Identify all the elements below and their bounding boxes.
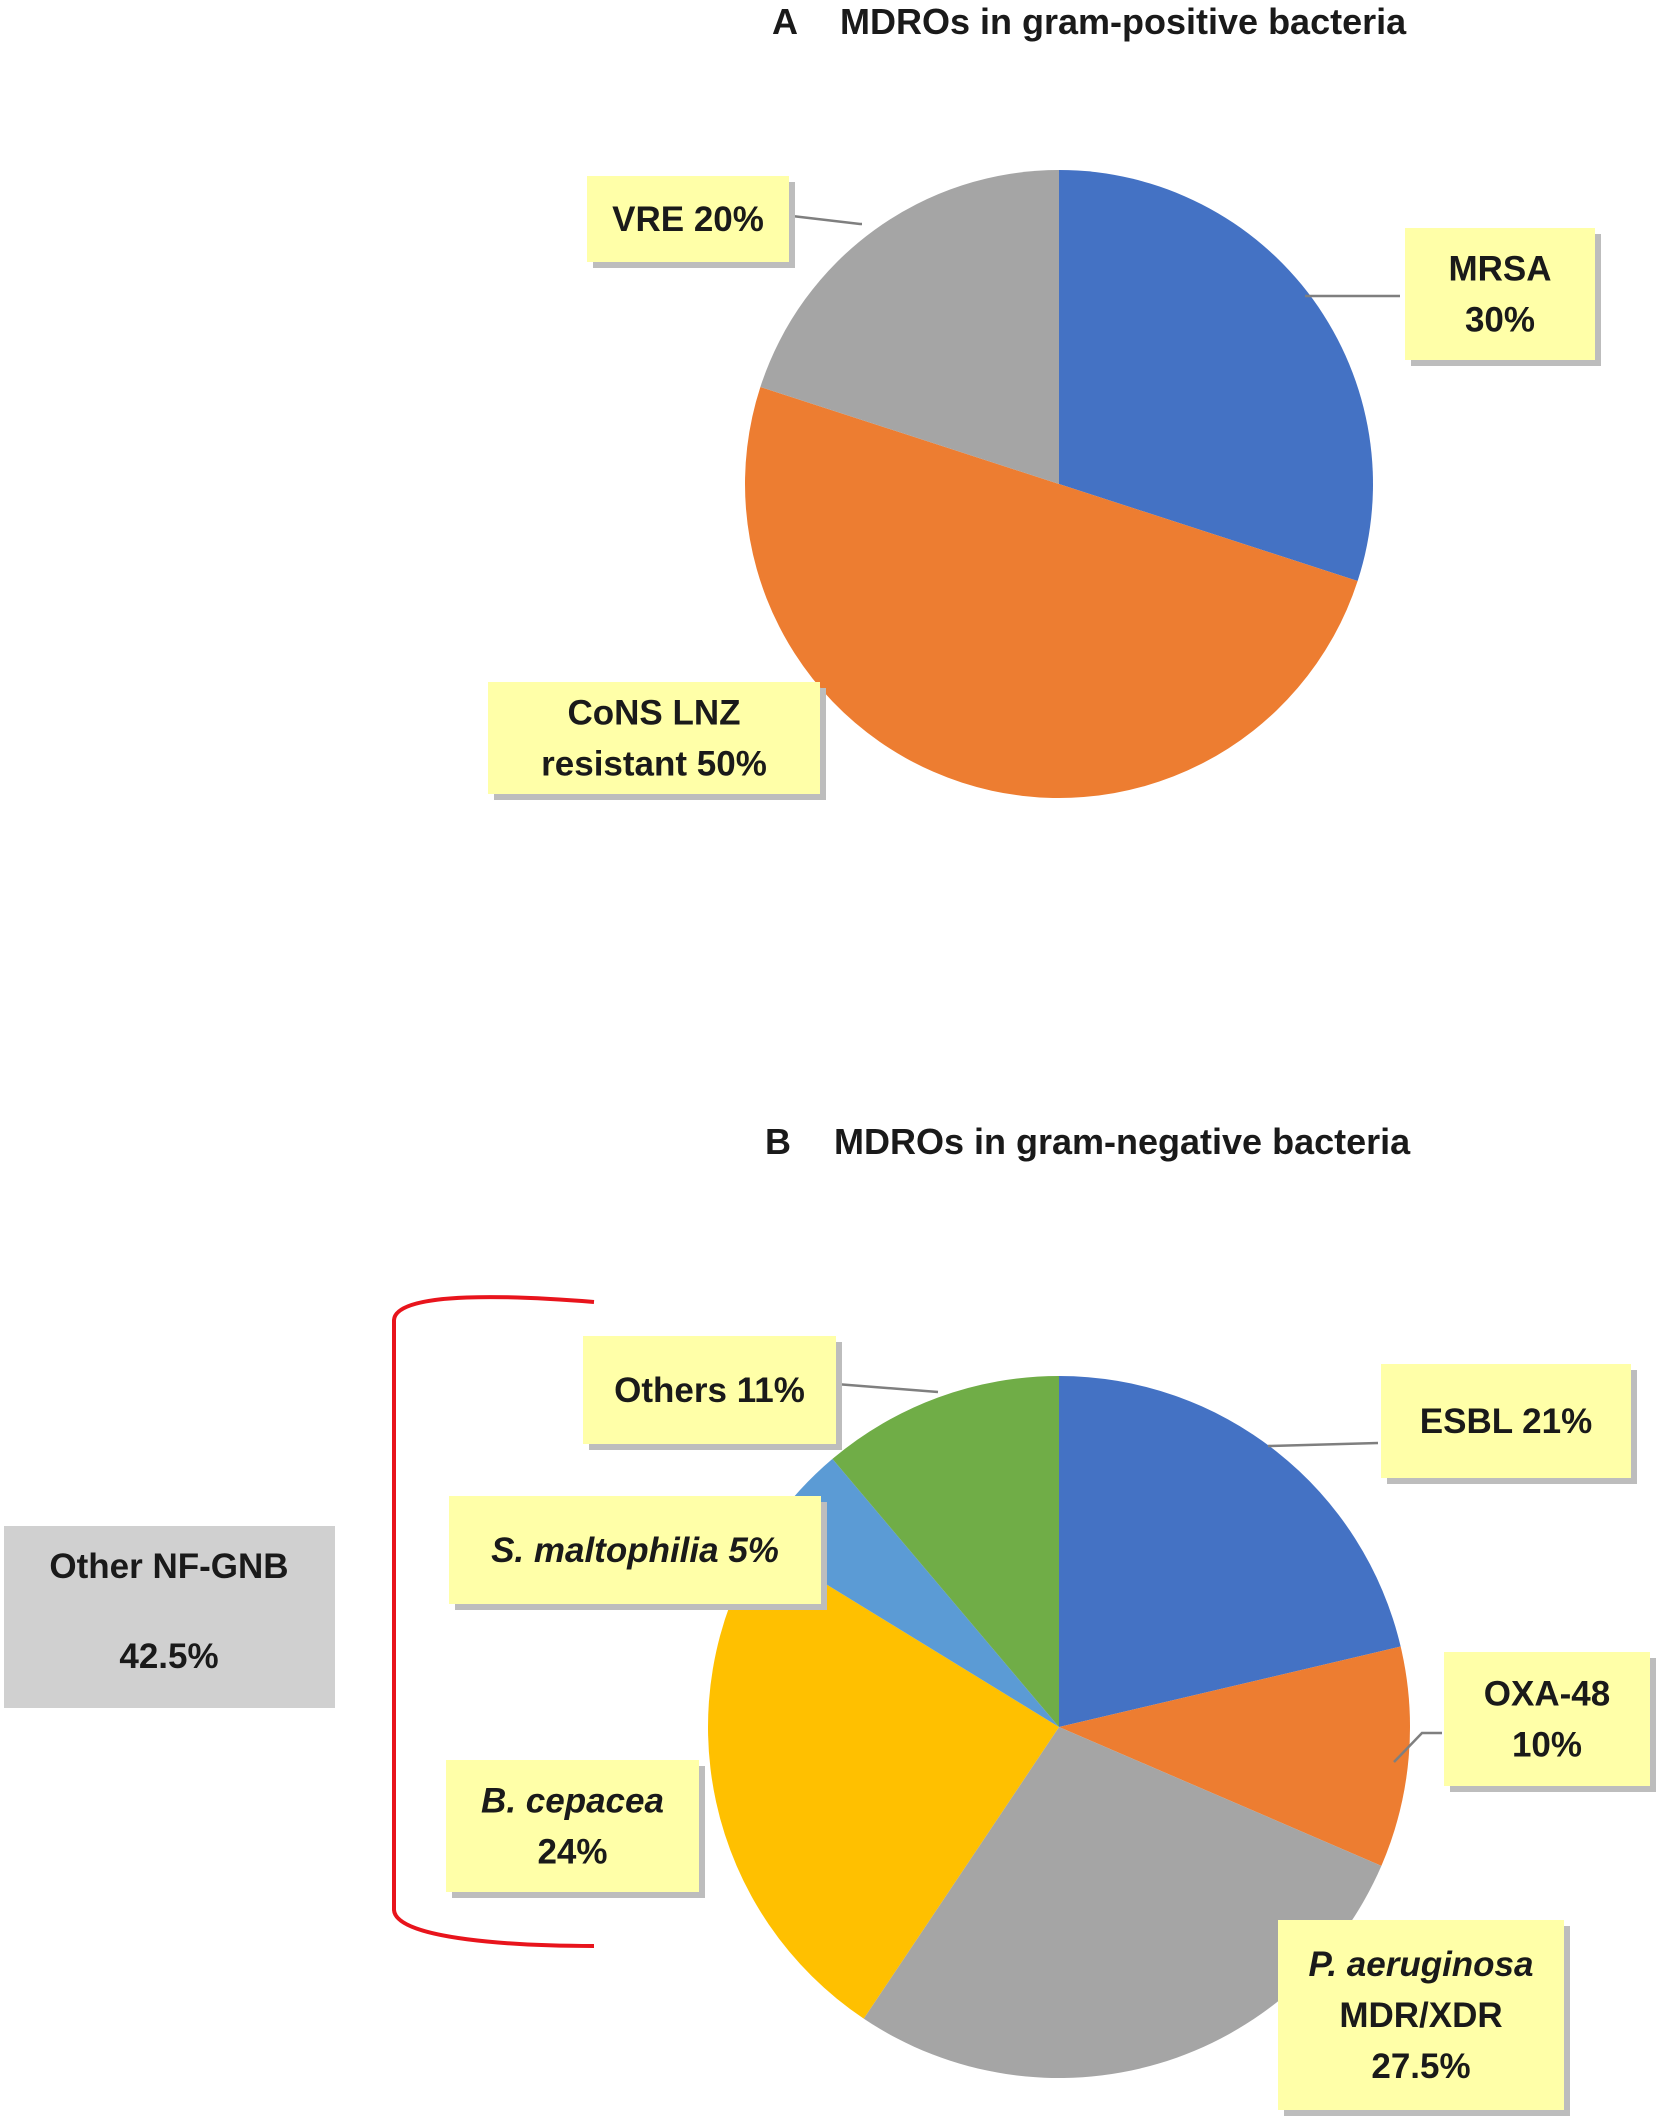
data-label: B. cepacea [481, 1782, 664, 1821]
data-label-box [583, 1336, 836, 1444]
pie-b-labels: ESBL 21% OXA-48 10% P. aeruginosa MDR/XDR 27.… [446, 1336, 1656, 2116]
panel-a-title: MDROs in gram-positive bacteria [840, 1, 1407, 42]
data-label: MDR/XDR [1339, 1996, 1502, 2035]
data-label-box [1278, 1920, 1564, 2110]
data-label: 24% [537, 1833, 607, 1872]
data-label: 10% [1512, 1726, 1582, 1765]
data-label-box [488, 682, 820, 794]
panel-b-title: MDROs in gram-negative bacteria [834, 1121, 1411, 1162]
data-label-box [1444, 1652, 1650, 1786]
data-label: VRE 20% [612, 200, 764, 239]
data-label: resistant 50% [541, 745, 767, 784]
panel-b: B MDROs in gram-negative bacteria ESBL 2… [4, 1121, 1656, 2116]
data-label-box [449, 1496, 821, 1604]
leader-line [1267, 1441, 1379, 1448]
leader-line [1393, 1731, 1442, 1763]
pie-slice [745, 386, 1358, 798]
group-annotation-line-2: 42.5% [119, 1637, 218, 1676]
pie-slice [832, 1376, 1059, 1727]
panel-b-letter: B [765, 1121, 791, 1162]
pie-slice [1059, 1376, 1401, 1727]
pie-slice [708, 1543, 1059, 2019]
data-label: 30% [1465, 301, 1535, 340]
pie-chart-b [708, 1376, 1410, 2078]
data-label: Others 11% [614, 1371, 805, 1410]
group-annotation-box [4, 1526, 335, 1708]
data-label-box [587, 176, 789, 262]
pie-slice [1059, 170, 1373, 582]
data-label: ESBL 21% [1420, 1402, 1593, 1441]
data-label: CoNS LNZ [567, 694, 740, 733]
data-label-box [1405, 228, 1595, 360]
data-label-box [446, 1760, 699, 1892]
pie-slice [759, 1458, 1059, 1727]
pie-a-labels: MRSA 30% CoNS LNZ resistant 50% VRE 20% [488, 176, 1601, 800]
data-label: MRSA [1448, 250, 1551, 289]
leader-line [835, 1382, 939, 1394]
pie-slice [1059, 1646, 1410, 1866]
pie-chart-a [745, 170, 1373, 798]
panel-a-letter: A [772, 1, 798, 42]
pie-slice [760, 170, 1059, 484]
data-label-box [1381, 1364, 1631, 1478]
panel-a: A MDROs in gram-positive bacteria MRSA 30… [488, 1, 1601, 800]
data-label: P. aeruginosa [1308, 1945, 1533, 1984]
data-label: 27.5% [1371, 2047, 1470, 2086]
data-label: S. maltophilia 5% [491, 1531, 779, 1570]
group-bracket [392, 1295, 595, 1948]
data-label: OXA-48 [1484, 1675, 1610, 1714]
pie-slice [863, 1727, 1382, 2078]
leader-line [791, 214, 862, 226]
group-annotation-line-1: Other NF-GNB [49, 1547, 288, 1586]
